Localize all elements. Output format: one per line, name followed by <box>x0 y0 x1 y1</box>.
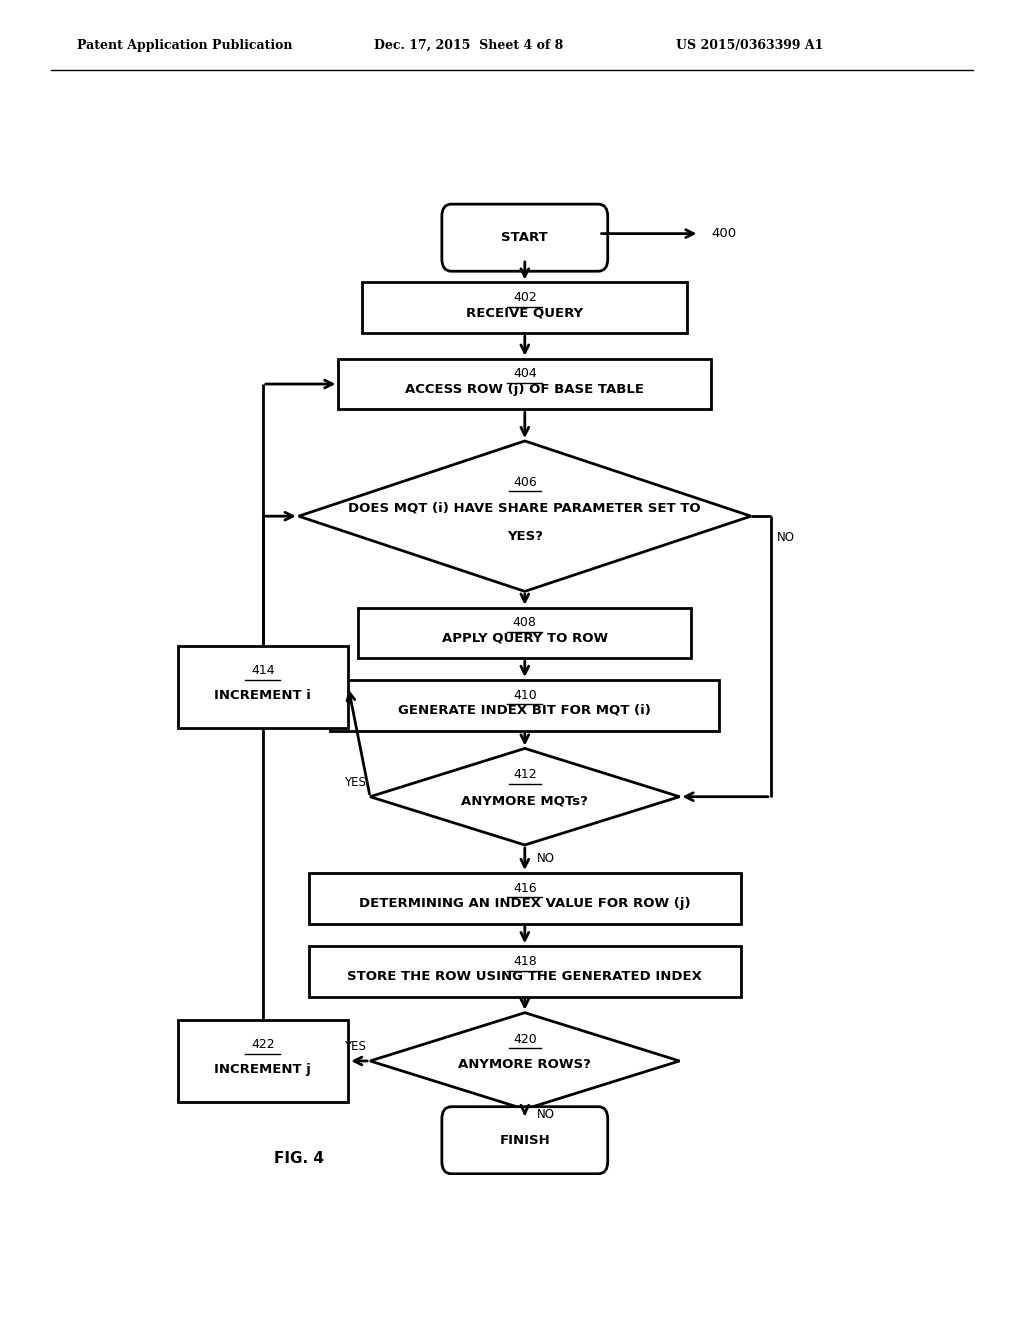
FancyBboxPatch shape <box>338 359 712 409</box>
Text: 422: 422 <box>251 1039 274 1051</box>
FancyBboxPatch shape <box>362 282 687 333</box>
Text: NO: NO <box>537 1107 555 1121</box>
FancyBboxPatch shape <box>442 205 607 271</box>
Text: 402: 402 <box>513 292 537 304</box>
Text: NO: NO <box>777 532 796 544</box>
Text: US 2015/0363399 A1: US 2015/0363399 A1 <box>676 38 823 51</box>
Text: 410: 410 <box>513 689 537 701</box>
FancyBboxPatch shape <box>358 607 691 659</box>
Polygon shape <box>370 1012 680 1109</box>
Text: YES: YES <box>344 776 367 789</box>
Text: START: START <box>502 231 548 244</box>
Text: 420: 420 <box>513 1032 537 1045</box>
Text: ACCESS ROW (j) OF BASE TABLE: ACCESS ROW (j) OF BASE TABLE <box>406 383 644 396</box>
Text: FIG. 4: FIG. 4 <box>273 1151 324 1166</box>
Text: 400: 400 <box>712 227 736 240</box>
FancyBboxPatch shape <box>308 873 741 924</box>
FancyBboxPatch shape <box>308 946 741 997</box>
Polygon shape <box>370 748 680 845</box>
Text: 412: 412 <box>513 768 537 781</box>
FancyBboxPatch shape <box>331 680 719 731</box>
Text: 416: 416 <box>513 882 537 895</box>
Text: Dec. 17, 2015  Sheet 4 of 8: Dec. 17, 2015 Sheet 4 of 8 <box>374 38 563 51</box>
Text: 408: 408 <box>513 616 537 630</box>
FancyBboxPatch shape <box>177 1020 348 1102</box>
Text: DETERMINING AN INDEX VALUE FOR ROW (j): DETERMINING AN INDEX VALUE FOR ROW (j) <box>359 896 690 909</box>
Text: APPLY QUERY TO ROW: APPLY QUERY TO ROW <box>441 632 608 644</box>
FancyBboxPatch shape <box>177 647 348 727</box>
Text: DOES MQT (i) HAVE SHARE PARAMETER SET TO: DOES MQT (i) HAVE SHARE PARAMETER SET TO <box>348 502 701 515</box>
Text: 404: 404 <box>513 367 537 380</box>
Text: FINISH: FINISH <box>500 1134 550 1147</box>
Text: RECEIVE QUERY: RECEIVE QUERY <box>466 306 584 319</box>
Text: YES: YES <box>344 1040 367 1053</box>
Polygon shape <box>299 441 751 591</box>
Text: 414: 414 <box>251 664 274 677</box>
Text: ANYMORE ROWS?: ANYMORE ROWS? <box>459 1059 591 1072</box>
Text: INCREMENT i: INCREMENT i <box>214 689 311 701</box>
Text: 406: 406 <box>513 475 537 488</box>
Text: INCREMENT j: INCREMENT j <box>214 1063 311 1076</box>
Text: NO: NO <box>537 853 555 866</box>
Text: Patent Application Publication: Patent Application Publication <box>77 38 292 51</box>
Text: YES?: YES? <box>507 529 543 543</box>
FancyBboxPatch shape <box>442 1106 607 1173</box>
Text: 418: 418 <box>513 954 537 968</box>
Text: GENERATE INDEX BIT FOR MQT (i): GENERATE INDEX BIT FOR MQT (i) <box>398 704 651 717</box>
Text: STORE THE ROW USING THE GENERATED INDEX: STORE THE ROW USING THE GENERATED INDEX <box>347 970 702 983</box>
Text: ANYMORE MQTs?: ANYMORE MQTs? <box>462 795 588 807</box>
